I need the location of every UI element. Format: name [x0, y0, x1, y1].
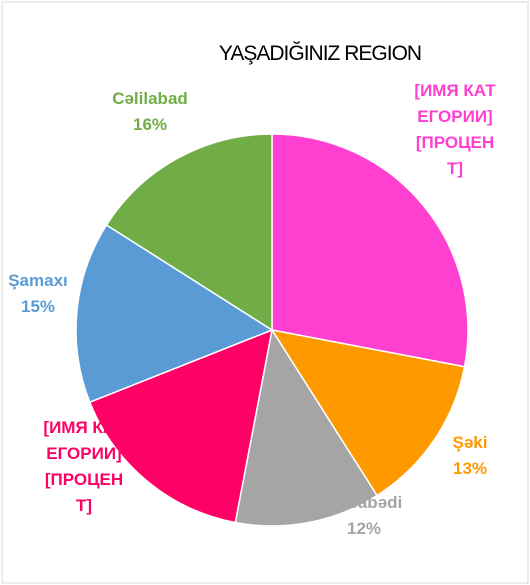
data-label: Cəlilabad 16% — [108, 86, 192, 138]
data-label: [ИМЯ КАТЕГОРИИ] [ПРОЦЕНТ] — [42, 415, 126, 519]
chart-title: YAŞADIĞINIZ REGION — [218, 42, 422, 65]
value-label: [ПРОЦЕНТ] — [415, 133, 495, 178]
category-label: [ИМЯ КАТЕГОРИИ] — [414, 81, 496, 126]
category-label: Ağcabədi — [325, 493, 403, 512]
pie-slice — [271, 133, 469, 368]
value-label: 12% — [346, 519, 382, 538]
value-label: 16% — [132, 115, 168, 134]
data-label: Şamaxı 15% — [0, 268, 80, 320]
pie-slice — [234, 327, 379, 527]
data-label: [ИМЯ КАТЕГОРИИ] [ПРОЦЕНТ] — [413, 78, 497, 182]
data-label: Şəki 13% — [428, 430, 512, 482]
pie-slice — [88, 328, 273, 524]
pie-slice — [105, 133, 273, 332]
pie-slice — [75, 223, 274, 404]
value-label: 13% — [452, 459, 488, 478]
category-label: Şamaxı — [8, 271, 68, 290]
value-label: [ПРОЦЕНТ] — [44, 470, 124, 515]
pie-slice — [270, 328, 466, 497]
category-label: [ИМЯ КАТЕГОРИИ] — [43, 418, 125, 463]
data-label: Ağcabədi 12% — [322, 490, 406, 542]
category-label: Şəki — [452, 433, 488, 452]
value-label: 15% — [20, 297, 56, 316]
category-label: Cəlilabad — [112, 89, 188, 108]
